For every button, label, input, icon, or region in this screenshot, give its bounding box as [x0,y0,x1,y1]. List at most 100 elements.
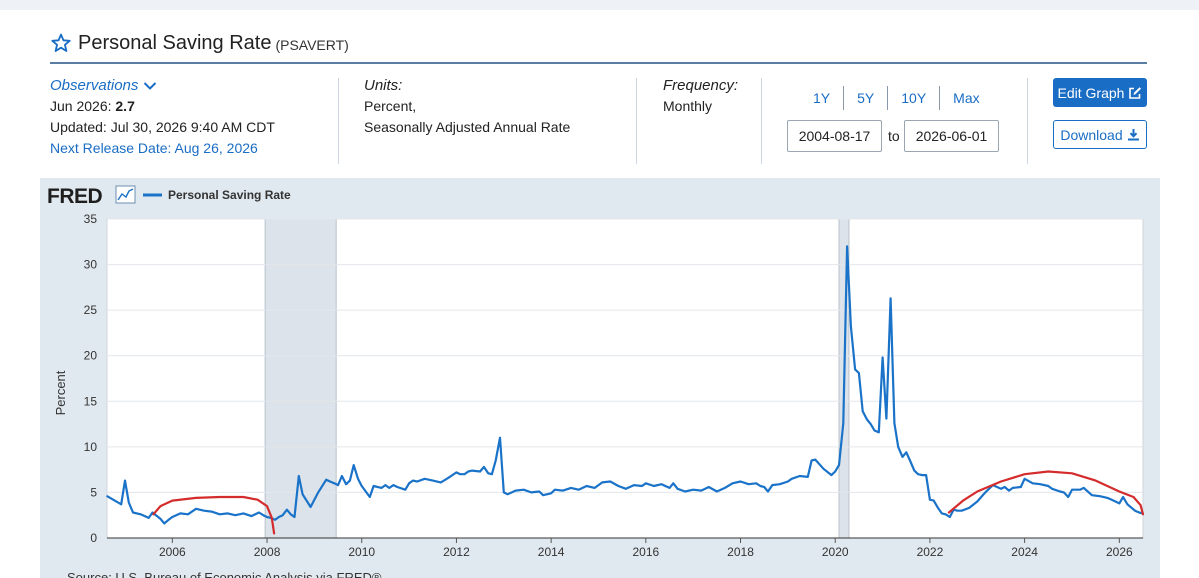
data-point [234,514,237,517]
data-point [1067,496,1069,498]
data-point [266,516,268,518]
data-point [708,486,710,488]
data-point [1023,477,1026,480]
data-point [479,470,481,473]
data-point [577,488,580,491]
data-point [1079,488,1081,491]
data-point [1126,503,1129,506]
data-point [585,485,588,487]
data-point [392,484,395,486]
divider [338,78,339,164]
data-point [790,477,793,480]
x-tick-label: 2026 [1106,545,1133,559]
data-point [763,486,766,488]
data-point [522,488,525,491]
data-point [467,470,470,473]
data-point [106,495,108,497]
data-point [132,511,134,514]
data-point [412,479,414,482]
x-tick-label: 2006 [159,545,186,559]
observations-link[interactable]: Observations [50,75,275,96]
frequency-value: Monthly [663,98,713,114]
range-selector: 1Y 5Y 10Y Max [800,86,993,110]
data-point [1122,496,1124,498]
top-band [0,0,1199,10]
data-point [1000,487,1002,490]
data-point [873,429,876,432]
data-point [352,464,355,466]
star-icon[interactable] [50,32,72,54]
data-point [759,485,762,487]
y-tick-label: 10 [84,440,98,454]
next-release-link[interactable]: Next Release Date: Aug 26, 2026 [50,140,258,156]
annotation-arc [152,495,276,535]
range-1y-button[interactable]: 1Y [800,86,845,110]
page-title: Personal Saving Rate [78,31,272,54]
source-text: Source: U.S. Bureau of Economic Analysis… [67,570,382,578]
fred-logo: FRED [47,185,103,208]
data-point [668,487,671,489]
x-tick-label: 2014 [538,545,565,559]
data-point [550,492,552,495]
data-point [949,516,951,518]
y-tick-label: 15 [84,394,98,408]
data-point [810,459,813,462]
data-point [404,488,407,491]
data-point [341,475,343,477]
data-point [345,483,347,486]
data-point [499,436,501,439]
data-point [1118,502,1121,505]
latest-value: 2.7 [115,98,135,114]
download-icon [1127,129,1139,141]
data-point [210,510,213,513]
data-point [1059,490,1061,493]
edit-graph-button[interactable]: Edit Graph [1053,78,1147,107]
end-date-input[interactable] [904,120,999,152]
x-tick-label: 2010 [348,545,375,559]
data-point [112,498,114,501]
data-point [731,482,734,485]
range-5y-button[interactable]: 5Y [844,86,889,110]
data-point [846,245,848,248]
data-point [258,511,260,514]
range-10y-button[interactable]: 10Y [888,86,941,110]
data-point [301,493,304,496]
chart-panel: FRED Personal Saving Rate 0 5 10 15 20 25 30 35… [40,178,1160,578]
data-point [147,517,150,519]
data-point [506,493,509,496]
range-max-button[interactable]: Max [953,90,980,106]
latest-observation: Jun 2026: 2.7 [50,96,275,117]
data-point [297,475,300,477]
data-point [739,480,742,483]
data-point [601,481,604,484]
units-line1: Percent, [364,98,417,114]
data-point [917,473,919,476]
y-axis-title: Percent [53,370,68,415]
data-point [325,478,328,481]
data-point [463,473,466,476]
data-point [1031,482,1034,485]
units-line2: Seasonally Adjusted Annual Rate [364,119,571,135]
edit-graph-label: Edit Graph [1057,84,1125,101]
fred-chart-icon [115,185,136,204]
data-point [171,516,174,518]
data-point [163,522,166,525]
data-point [124,479,126,482]
start-date-input[interactable] [787,120,882,152]
observations-label: Observations [50,77,139,94]
data-point [278,516,280,518]
data-point [274,518,276,521]
data-point [293,516,296,518]
download-button[interactable]: Download [1053,120,1147,149]
y-tick-label: 25 [84,303,98,317]
data-point [940,512,943,515]
data-point [1134,509,1136,512]
data-point [850,325,852,328]
data-point [337,484,339,486]
x-tick-label: 2008 [254,545,281,559]
divider [1027,78,1028,164]
line-chart[interactable]: FRED Personal Saving Rate 0 5 10 15 20 25 30 35… [40,178,1160,578]
y-tick-label: 5 [90,485,97,499]
latest-date: Jun 2026: [50,98,112,114]
data-point [854,368,856,371]
